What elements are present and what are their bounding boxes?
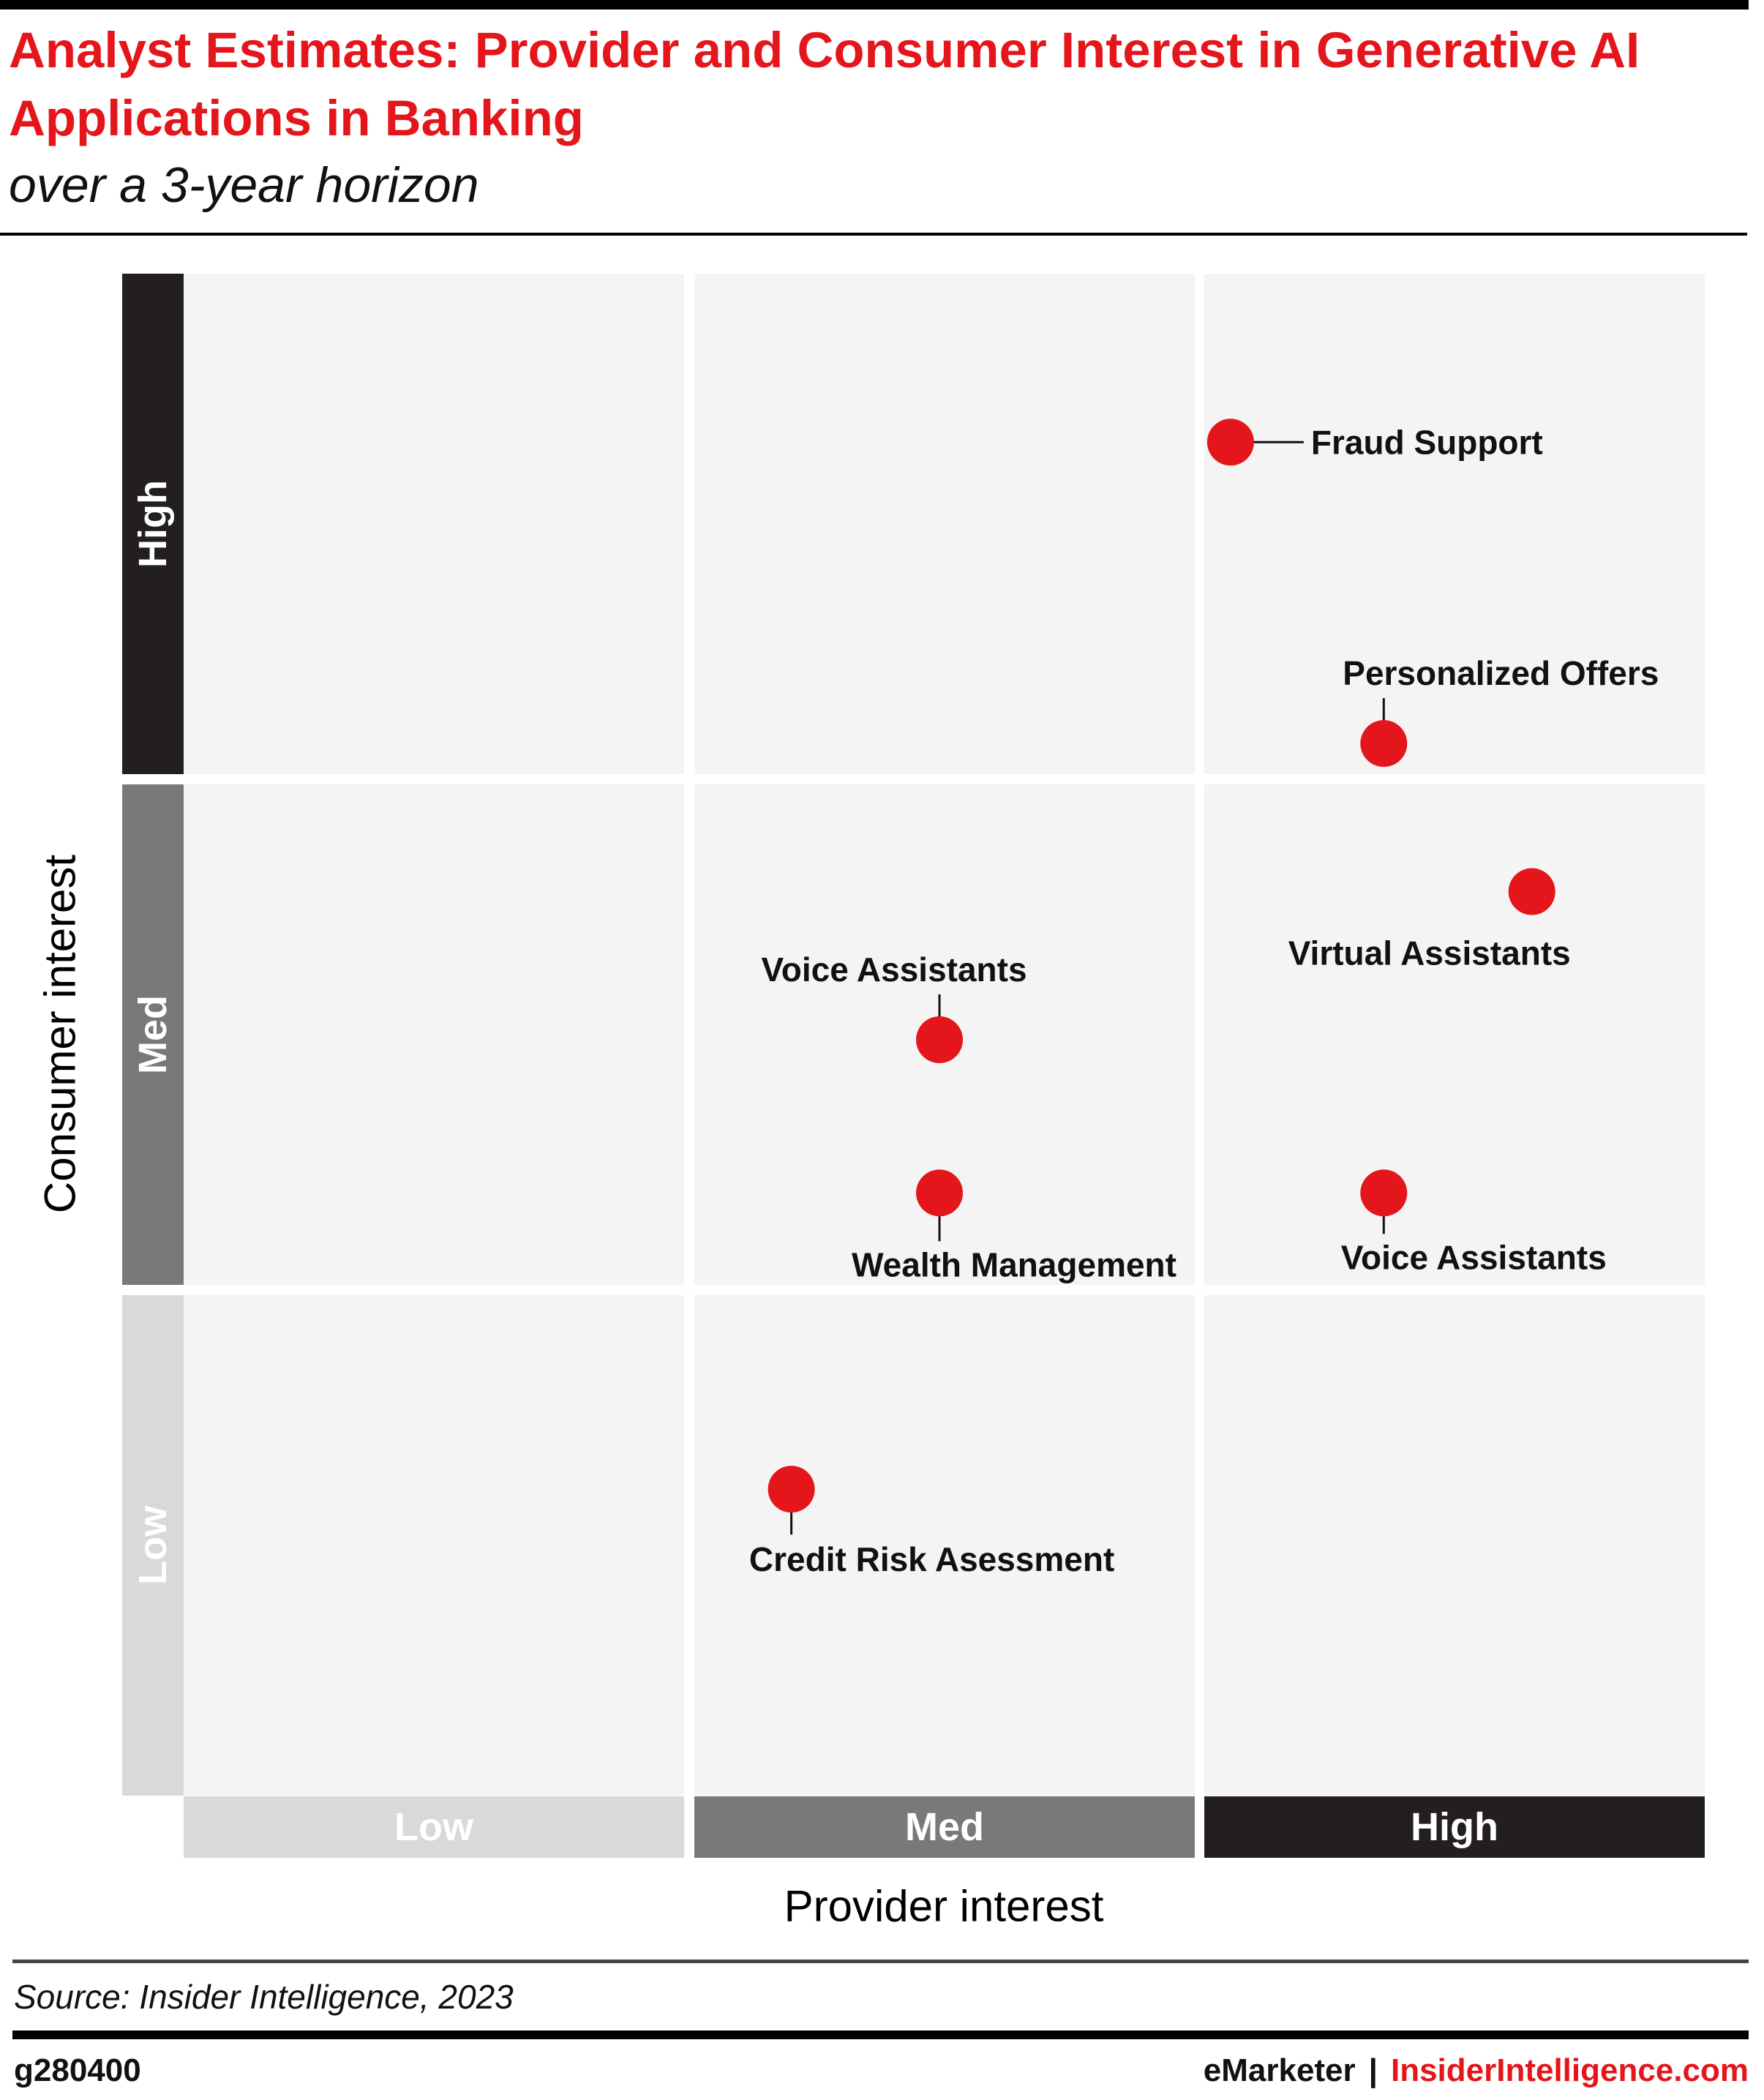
data-point (1206, 419, 1254, 466)
x-level-med-label: Med (905, 1805, 984, 1849)
bottom-rule (12, 2030, 1749, 2039)
point-label: Virtual Assistants (1288, 934, 1571, 972)
grid-cell-low-med (184, 784, 684, 1285)
point-label: Fraud Support (1311, 423, 1543, 461)
x-axis-title: Provider interest (784, 1881, 1104, 1931)
source-rule (12, 1960, 1749, 1963)
brand-footer: eMarketer | InsiderIntelligence.com (1204, 2052, 1749, 2089)
grid-cell-high-high (1204, 274, 1705, 774)
point-label: Voice Assistants (762, 950, 1027, 989)
x-level-high: High (1204, 1796, 1705, 1858)
grid-cell-med-low (694, 1295, 1195, 1796)
grid-cell-med-high (694, 274, 1195, 774)
y-level-low: Low (122, 1295, 184, 1796)
point-label: Wealth Management (852, 1245, 1176, 1283)
top-rule (0, 0, 1749, 10)
chart-id: g280400 (14, 2052, 141, 2088)
data-point (1508, 868, 1555, 915)
data-point (767, 1466, 815, 1513)
data-point (1360, 720, 1408, 768)
x-level-low: Low (184, 1796, 684, 1858)
data-point (916, 1016, 964, 1063)
y-level-med: Med (122, 784, 184, 1285)
brand-insider-intelligence: InsiderIntelligence.com (1390, 2052, 1749, 2088)
point-label: Personalized Offers (1343, 654, 1659, 692)
data-point (1360, 1169, 1408, 1217)
subtitle-rule (0, 233, 1747, 236)
chart-subtitle: over a 3-year horizon (9, 157, 479, 213)
grid-cell-high-low (1204, 1295, 1705, 1796)
y-level-high: High (122, 274, 184, 774)
x-level-low-label: Low (394, 1805, 473, 1849)
grid-cell-high-med (1204, 784, 1705, 1285)
brand-separator: | (1368, 2052, 1378, 2088)
source-note: Source: Insider Intelligence, 2023 (14, 1978, 514, 2016)
grid-cell-low-low (184, 1295, 684, 1796)
point-label: Voice Assistants (1341, 1238, 1607, 1276)
brand-emarketer: eMarketer (1203, 2052, 1356, 2088)
grid-cell-low-high (184, 274, 684, 774)
x-level-high-label: High (1411, 1805, 1498, 1849)
data-point (916, 1169, 964, 1217)
x-level-med: Med (694, 1796, 1195, 1858)
point-label: Credit Risk Asessment (749, 1540, 1114, 1578)
chart-title: Analyst Estimates: Provider and Consumer… (9, 22, 1640, 146)
